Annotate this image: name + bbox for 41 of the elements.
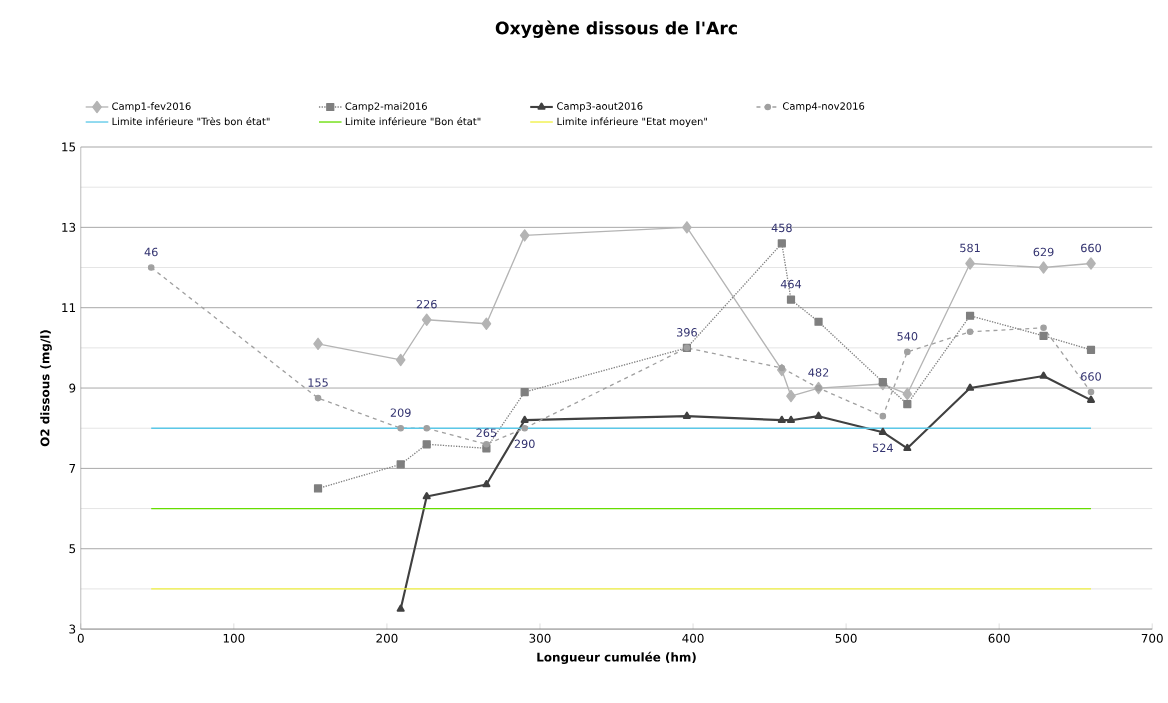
annotation: 396 [677, 327, 697, 337]
x-tick-label: 100 [223, 633, 245, 643]
annotation: 540 [897, 331, 918, 341]
y-tick-label: 11 [62, 303, 76, 312]
annotation: 46 [144, 247, 158, 257]
x-tick-label: 300 [529, 633, 551, 643]
x-axis-title: Longueur cumulée (hm) [537, 651, 696, 664]
y-tick-label: 13 [62, 222, 76, 232]
annotation: 660 [1081, 372, 1101, 381]
x-tick-label: 200 [376, 633, 398, 643]
legend-label: Camp2-mai2016 [345, 102, 427, 112]
annotation: 265 [476, 428, 497, 437]
legend-label: Camp4-nov2016 [782, 102, 865, 112]
x-tick-label: 500 [835, 633, 857, 643]
y-tick-label: 15 [62, 142, 76, 152]
annotation: 155 [308, 378, 328, 387]
x-tick-label: 700 [1141, 633, 1163, 643]
legend-label: Limite inférieure "Etat moyen" [557, 116, 707, 127]
y-tick-label: 9 [69, 383, 76, 393]
chart-title: Oxygène dissous de l'Arc [495, 20, 737, 38]
y-tick-label: 7 [69, 463, 76, 473]
annotation: 226 [416, 299, 437, 309]
x-tick-label: 400 [682, 633, 704, 643]
y-tick-label: 3 [69, 624, 76, 634]
legend-label: Camp3-aout2016 [557, 102, 643, 112]
y-tick-label: 5 [69, 544, 76, 554]
annotation: 209 [390, 408, 411, 417]
annotation: 290 [514, 439, 535, 448]
annotation: 482 [808, 368, 829, 377]
annotation: 660 [1081, 243, 1101, 253]
legend-label: Camp1-fev2016 [112, 102, 191, 112]
legend-label: Limite inférieure "Très bon état" [112, 116, 270, 126]
legend-label: Limite inférieure "Bon état" [345, 116, 481, 126]
x-tick-label: 0 [77, 633, 84, 643]
annotation: 581 [960, 243, 980, 253]
annotation: 458 [771, 223, 792, 232]
annotation: 464 [780, 279, 802, 289]
annotation: 524 [872, 443, 893, 452]
x-tick-label: 600 [988, 633, 1010, 643]
y-axis-title: O2 dissous (mg/l) [40, 330, 52, 447]
annotation: 629 [1033, 247, 1054, 257]
